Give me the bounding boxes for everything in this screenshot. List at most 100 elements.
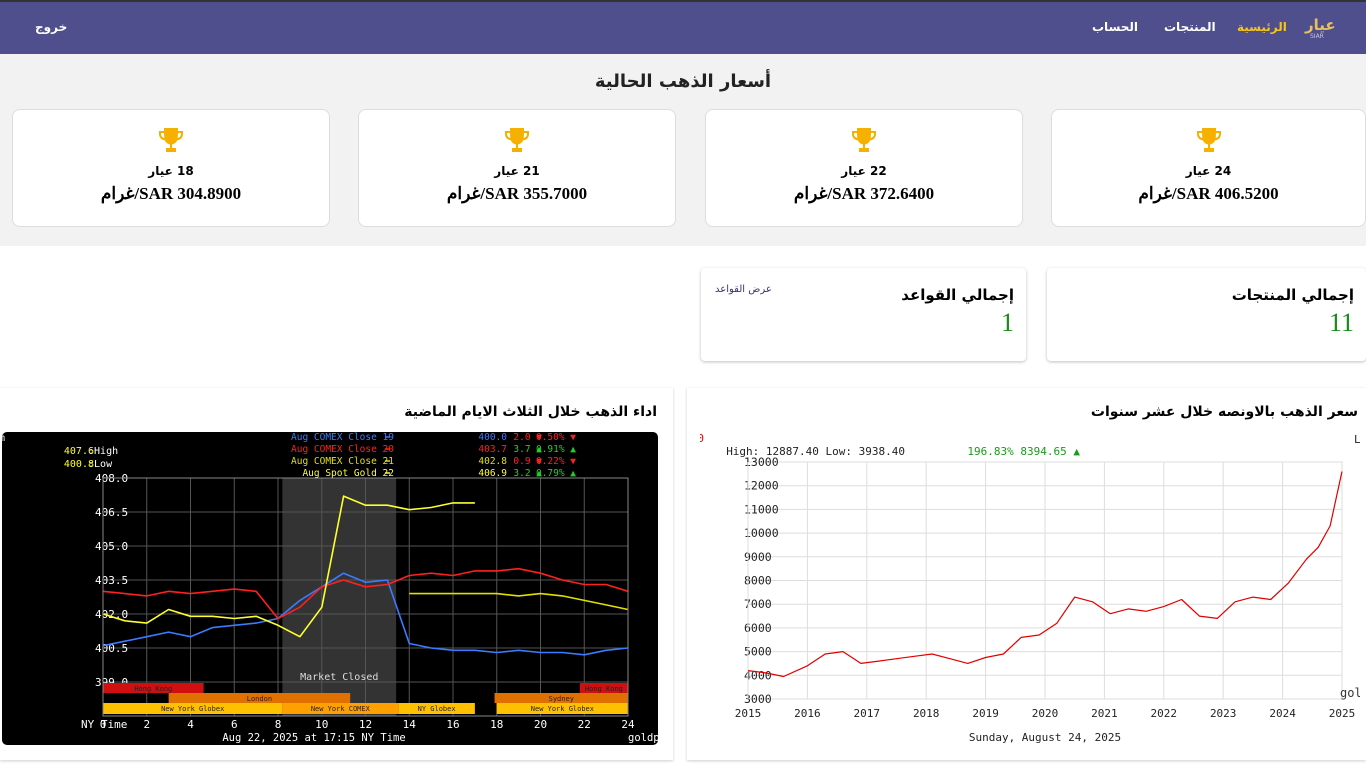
nav-link[interactable]: المنتجات [1164, 20, 1216, 34]
chart: 3000 4000 5000 6000 7000 8000 9000 10000 11000 12… [700, 432, 1360, 744]
brand[interactable]: عيار [1305, 16, 1336, 34]
x-tick-label: 6 [231, 718, 238, 731]
stat-value: 1 [1001, 308, 1014, 337]
legend-change-pct: ▲ 0.79% [536, 468, 576, 479]
x-tick-label: 4 [187, 718, 194, 731]
y-tick-label: 5000 [744, 645, 772, 659]
session-label: Hong Kong [134, 685, 172, 693]
legend-close: 406.9 [478, 468, 507, 479]
x-tick-label: 0 [100, 718, 107, 731]
legend-name: 19 Aug COMEX Close [291, 432, 394, 443]
trophy-icon [505, 128, 529, 152]
y-tick-label: 7000 [744, 597, 772, 611]
y-tick-label: 8000 [744, 574, 772, 588]
watermark: goldprice.org [1340, 686, 1360, 700]
price-card: 18 عيار SAR 304.8900/غرام [12, 109, 330, 227]
legend-name: 22 Aug Spot Gold [302, 468, 394, 479]
change: ▲ 8394.65 196.83% [967, 445, 1080, 458]
stat-link[interactable]: عرض القواعد [715, 284, 772, 295]
y-tick-label: 4000 [744, 668, 772, 682]
x-tick-label: 16 [446, 718, 459, 731]
x-axis-label: NY Time [81, 718, 127, 731]
x-tick-label: 14 [403, 718, 417, 731]
session-bar [103, 683, 204, 693]
x-tick-label: 2015 [735, 707, 762, 720]
chart-title: 10 Year Gold Price in SAR/oz [700, 432, 704, 445]
trophy-icon [852, 128, 876, 152]
session-bar [282, 703, 399, 714]
legend-change: ▲ 3.2 [513, 468, 542, 479]
legend-change: ▼ 0.9 [513, 456, 542, 467]
x-tick-label: 20 [534, 718, 547, 731]
y-tick-label: 6000 [744, 621, 772, 635]
legend-change: ▼ 2.0 [513, 432, 542, 443]
brand-sub: SIAR [1310, 33, 1324, 40]
high-label: High: [88, 446, 118, 457]
chart-date: Aug 22, 2025 at 17:15 NY Time [222, 732, 405, 744]
legend-close: 402.8 [478, 456, 507, 467]
high-low: High: 12887.40 Low: 3938.40 [726, 445, 905, 458]
chart-date: Sunday, August 24, 2025 [969, 731, 1121, 744]
x-tick-label: 2017 [854, 707, 881, 720]
stat-card: إجمالي المنتجات 11 [1047, 268, 1366, 361]
x-tick-label: 2020 [1032, 707, 1059, 720]
watermark: goldprice.org (mid) [628, 732, 658, 744]
x-tick-label: 2 [143, 718, 150, 731]
y-tick-label: 402.0 [95, 608, 128, 621]
session-label: Hong Kong [585, 685, 623, 693]
x-tick-label: 2024 [1269, 707, 1296, 720]
x-tick-label: 2018 [913, 707, 940, 720]
legend-close: 403.7 [478, 444, 507, 455]
price-card: 22 عيار SAR 372.6400/غرام [705, 109, 1023, 227]
session-label: Sydney [549, 695, 574, 703]
price-card: 21 عيار SAR 355.7000/غرام [358, 109, 676, 227]
price-line [747, 471, 1343, 678]
navbar: عيار SIAR الرئيسية المنتجات الحساب خروج [0, 0, 1366, 54]
karat: 18 عيار [148, 164, 194, 178]
y-tick-label: 13000 [744, 455, 779, 469]
trophy-icon [159, 128, 183, 152]
x-tick-label: 2023 [1210, 707, 1237, 720]
stat-value: 11 [1328, 308, 1354, 337]
x-tick-label: 2025 [1329, 707, 1356, 720]
session-label: London [247, 695, 272, 703]
stat-title: إجمالي القواعد [901, 286, 1014, 304]
session-bar [168, 693, 351, 703]
low-value: 400.8 [64, 459, 94, 470]
session-label: New York COMEX [311, 705, 371, 713]
stat-card: إجمالي القواعد 1 عرض القواعد [701, 268, 1026, 361]
price-card: 24 عيار SAR 406.5200/غرام [1051, 109, 1366, 227]
chart-panel: سعر الذهب بالاونصه خلال عشر سنوات 3000 40… [687, 388, 1366, 760]
karat: 22 عيار [841, 164, 887, 178]
karat: 21 عيار [494, 164, 540, 178]
legend-name: 21 Aug COMEX Close [291, 456, 394, 467]
legend-change-pct: ▼ 0.22% [536, 456, 576, 467]
session-bar [494, 693, 628, 703]
y-tick-label: 406.5 [95, 506, 128, 519]
nav-link[interactable]: الرئيسية [1237, 20, 1287, 34]
nav-link[interactable]: الحساب [1092, 20, 1139, 34]
closed-label: Market Closed [300, 672, 378, 683]
session-label: New York Globex [161, 705, 224, 713]
x-tick-label: 2022 [1151, 707, 1178, 720]
panel-title: اداء الذهب خلال الثلاث الايام الماضية [404, 404, 657, 420]
high-value: 407.6 [64, 446, 94, 457]
y-tick-label: 12000 [744, 479, 779, 493]
logout[interactable]: خروج [35, 20, 68, 34]
x-tick-label: 2021 [1091, 707, 1118, 720]
karat: 24 عيار [1185, 164, 1232, 178]
section-title: أسعار الذهب الحالية [594, 71, 772, 92]
price: SAR 304.8900/غرام [100, 184, 242, 203]
x-tick-label: 24 [621, 718, 635, 731]
session-bar [103, 703, 283, 714]
legend-change-pct: ▲ 0.91% [536, 444, 576, 455]
chart-panel: اداء الذهب خلال الثلاث الايام الماضية 39… [0, 388, 673, 760]
x-tick-label: 2019 [972, 707, 999, 720]
panel-title: سعر الذهب بالاونصه خلال عشر سنوات [1090, 404, 1358, 420]
stat-title: إجمالي المنتجات [1231, 286, 1354, 304]
chart-title: Spot Gold Price (Mid) SAR/gram [2, 433, 5, 444]
y-tick-label: 11000 [744, 502, 779, 516]
session-label: NY Globex [418, 705, 456, 713]
y-tick-label: 9000 [744, 550, 772, 564]
